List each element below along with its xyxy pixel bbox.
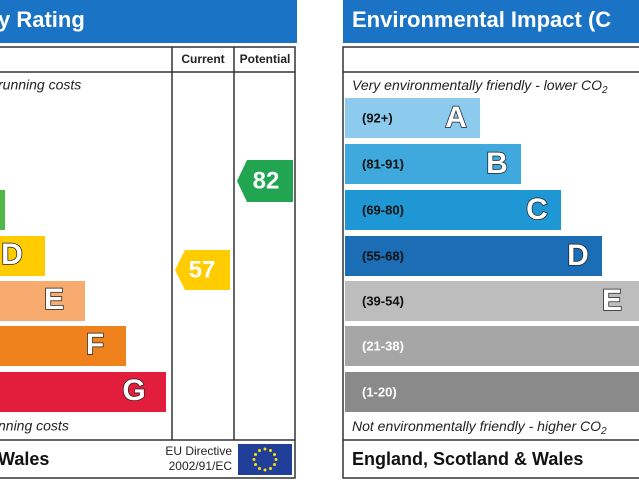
bottom-note-text: Not environmentally friendly - higher CO: [352, 418, 601, 434]
top-note: Very environmentally friendly - lower CO…: [352, 77, 608, 96]
band-bar: [345, 372, 639, 412]
band-letter: G: [122, 374, 145, 407]
potential-score: 82: [253, 167, 280, 194]
band-bar: [0, 281, 85, 321]
current-score: 57: [189, 256, 216, 283]
band-bar: [345, 144, 521, 184]
bottom-note: nning costs: [0, 418, 69, 434]
frame: [0, 46, 296, 479]
eu-stars: [252, 447, 278, 472]
footer-region: England, Scotland & Wales: [352, 449, 583, 469]
band-letter: D: [1, 238, 23, 271]
band-bar: [0, 190, 5, 230]
band-letter: A: [445, 101, 467, 134]
band-letter: D: [567, 239, 589, 272]
band-bar: [345, 236, 602, 276]
band-bars: (92+) A (81-91) B (69-80) C (55-68) D (39-54) E (2…: [345, 98, 639, 412]
potential-arrow: [237, 160, 293, 202]
band-bar: [345, 98, 480, 138]
band-range: (55-68): [362, 248, 404, 263]
band-range: (21-38): [362, 338, 404, 353]
panel-title: Environmental Impact (C: [352, 7, 611, 32]
band-range: (81-91): [362, 156, 404, 171]
footer-region: Wales: [0, 449, 49, 469]
band-bar: [0, 236, 45, 276]
energy-panel: y Rating Current Potential running costs…: [0, 0, 297, 479]
eu-directive: EU Directive: [165, 444, 232, 458]
column-header: Current: [181, 52, 224, 66]
panel-title: y Rating: [0, 7, 85, 32]
band-letter: E: [602, 284, 622, 317]
bottom-note: Not environmentally friendly - higher CO…: [352, 418, 607, 437]
band-letter: E: [44, 283, 64, 316]
column-header: Potential: [240, 52, 291, 66]
band-bar: [345, 281, 639, 321]
subscript: 2: [601, 85, 608, 96]
environment-panel: Environmental Impact (C Very environment…: [342, 0, 639, 479]
band-range: (39-54): [362, 293, 404, 308]
header-band: [343, 0, 639, 43]
band-letter: C: [526, 193, 548, 226]
band-letter: B: [486, 147, 508, 180]
band-range: (69-80): [362, 202, 404, 217]
eu-directive: 2002/91/EC: [169, 459, 233, 473]
band-bar: [345, 326, 639, 366]
frame: [342, 46, 639, 479]
top-note-text: Very environmentally friendly - lower CO: [352, 77, 602, 93]
band-bar: [0, 326, 126, 366]
header-band: [0, 0, 297, 43]
top-note: running costs: [0, 77, 81, 93]
band-bar: [345, 190, 561, 230]
band-letter: F: [86, 328, 104, 361]
current-arrow: [175, 250, 230, 290]
band-range: (92+): [362, 110, 393, 125]
band-range: (1-20): [362, 384, 397, 399]
band-bar: [0, 372, 166, 412]
subscript: 2: [600, 426, 607, 437]
